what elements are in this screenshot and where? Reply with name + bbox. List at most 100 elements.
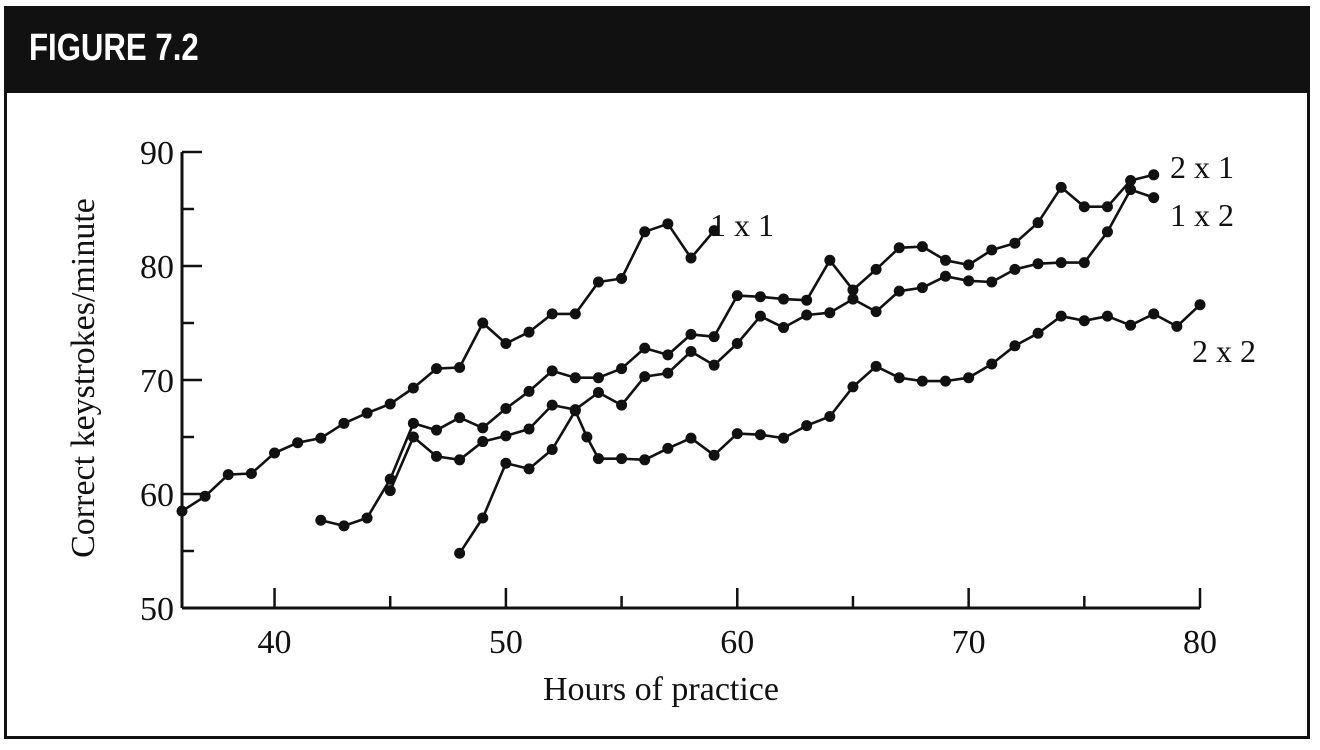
data-point <box>500 457 512 469</box>
data-point <box>616 399 628 411</box>
data-point <box>847 284 859 296</box>
data-point <box>639 371 651 383</box>
data-point <box>454 454 466 466</box>
x-tick-label: 50 <box>489 624 523 661</box>
data-point <box>222 469 234 481</box>
data-point <box>870 306 882 318</box>
data-point <box>546 308 558 320</box>
data-point <box>454 361 466 373</box>
data-point <box>454 547 466 559</box>
data-point <box>916 241 928 253</box>
data-point <box>581 431 593 443</box>
series-2x1 <box>315 169 1160 532</box>
data-point <box>685 432 697 444</box>
data-point <box>685 328 697 340</box>
data-point <box>824 410 836 422</box>
data-point <box>592 387 604 399</box>
data-point <box>616 363 628 375</box>
data-point <box>754 291 766 303</box>
y-tick-label: 90 <box>140 135 174 172</box>
data-point <box>847 293 859 305</box>
axes: 40 50 60 70 80 50 60 70 80 90 <box>140 135 1217 661</box>
data-point <box>1078 315 1090 327</box>
data-point <box>569 308 581 320</box>
data-point <box>893 372 905 384</box>
data-point <box>1078 257 1090 269</box>
data-point <box>546 444 558 456</box>
data-point <box>569 372 581 384</box>
series-2x2 <box>454 299 1206 559</box>
data-point <box>1009 237 1021 249</box>
data-point <box>361 407 373 419</box>
data-point <box>893 242 905 254</box>
data-point <box>1101 310 1113 322</box>
data-point <box>407 417 419 429</box>
x-tick-label: 60 <box>720 624 754 661</box>
series-label: 1 x 2 <box>1170 197 1234 233</box>
data-point <box>731 338 743 350</box>
data-point <box>315 514 327 526</box>
data-point <box>940 270 951 282</box>
data-point <box>407 431 419 443</box>
data-point <box>592 453 604 465</box>
x-axis-title: Hours of practice <box>543 671 779 708</box>
data-point <box>1125 184 1137 196</box>
data-point <box>1171 320 1183 332</box>
data-point <box>801 420 813 432</box>
data-point <box>801 294 813 306</box>
data-point <box>824 254 836 266</box>
data-point <box>269 447 281 459</box>
data-point <box>431 450 442 462</box>
figure-header-bar: FIGURE 7.2 <box>7 9 1307 93</box>
data-point <box>1032 217 1044 229</box>
y-tick-label: 50 <box>140 591 174 628</box>
data-point <box>199 490 211 502</box>
data-point <box>592 372 604 384</box>
data-point <box>986 244 998 256</box>
data-point <box>685 252 697 264</box>
data-point <box>731 428 743 440</box>
data-point <box>1055 181 1067 193</box>
data-point <box>477 317 489 329</box>
data-point <box>778 293 790 305</box>
data-point <box>1101 226 1113 238</box>
series-label: 1 x 1 <box>710 207 774 243</box>
data-point <box>546 365 558 377</box>
data-point <box>523 326 535 338</box>
data-point <box>1055 257 1067 269</box>
data-point <box>963 259 975 271</box>
data-point <box>407 382 419 394</box>
data-point <box>338 417 350 429</box>
x-tick-label: 40 <box>258 624 292 661</box>
data-point <box>315 432 327 444</box>
data-point <box>384 485 396 497</box>
x-tick-label: 70 <box>952 624 986 661</box>
data-point <box>1009 263 1021 275</box>
data-point <box>454 412 466 424</box>
data-point <box>940 254 951 266</box>
data-point <box>477 422 489 434</box>
data-point <box>662 367 674 379</box>
series-label: 2 x 2 <box>1192 333 1256 369</box>
data-point <box>639 454 651 466</box>
data-point <box>616 273 628 285</box>
data-point <box>708 449 720 461</box>
data-point <box>916 375 928 387</box>
data-point <box>963 372 975 384</box>
y-tick-label: 60 <box>140 477 174 514</box>
data-point <box>662 349 674 361</box>
data-point <box>893 285 905 297</box>
series-line <box>389 188 1155 492</box>
data-point <box>662 218 674 230</box>
data-point <box>523 463 535 475</box>
y-axis-title: Correct keystrokes/minute <box>65 198 102 558</box>
data-point <box>685 346 697 357</box>
data-point <box>1125 175 1137 186</box>
data-point <box>500 430 512 442</box>
data-point <box>1125 319 1137 331</box>
data-point <box>708 225 720 237</box>
data-point <box>546 399 558 411</box>
data-point <box>523 385 535 397</box>
data-point <box>523 423 535 435</box>
